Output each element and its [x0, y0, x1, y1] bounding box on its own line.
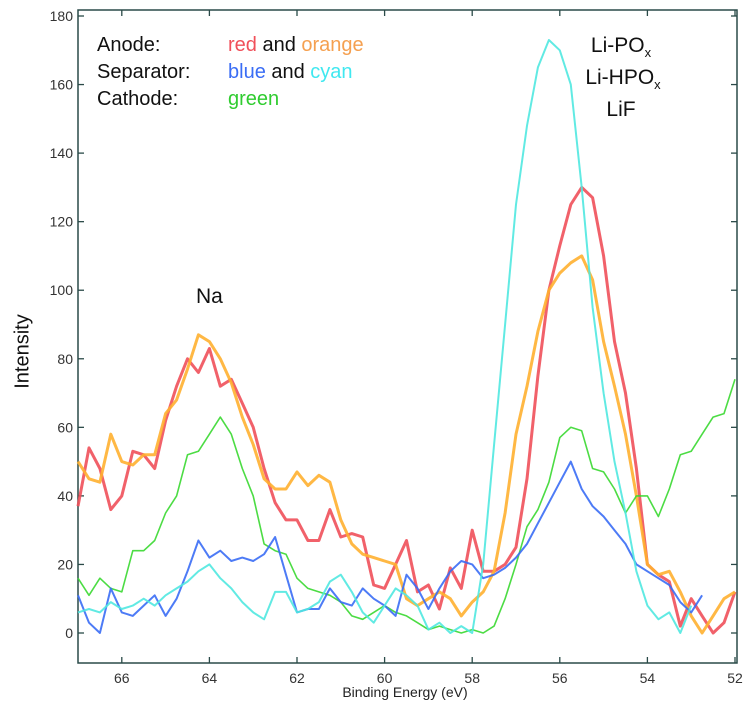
subscript-x: x [644, 45, 652, 61]
legend-label-anode: Anode: [97, 34, 161, 56]
y-tick-label: 80 [57, 351, 73, 367]
legend-colors-cathode: green [228, 88, 279, 111]
annotation-lif: LiF [606, 98, 636, 121]
x-tick-label: 60 [377, 670, 393, 686]
y-tick-label: 40 [57, 488, 73, 504]
annotation-li-pox-text: Li-PO [590, 34, 645, 57]
x-tick-label: 58 [464, 670, 480, 686]
series-line-separator-cyan [77, 39, 693, 634]
y-tick-label: 20 [57, 556, 73, 572]
legend-row-separator: Separator: [97, 61, 190, 84]
x-tick-label: 52 [727, 670, 743, 686]
legend-row-anode: Anode: [97, 34, 160, 57]
x-axis-label: Binding Energy (eV) [342, 684, 468, 700]
annotation-li-hpox-text: Li-HPO [585, 66, 655, 89]
subscript-x: x [654, 77, 661, 93]
y-tick-label: 160 [50, 77, 74, 93]
legend-row-cathode: Cathode: [97, 88, 178, 111]
x-tick-label: 64 [202, 670, 218, 686]
legend-label-separator: Separator: [97, 61, 191, 83]
legend-and: and [265, 61, 311, 83]
annotation-li-hpox: Li-HPOx [580, 66, 666, 92]
y-tick-label: 140 [50, 145, 74, 161]
annotation-na: Na [196, 285, 223, 308]
y-tick-label: 0 [65, 625, 73, 641]
legend-color-blue: blue [228, 61, 266, 83]
legend-color-cyan: cyan [310, 61, 353, 83]
series-line-anode-red [76, 185, 737, 635]
legend-color-orange: orange [301, 34, 364, 56]
y-tick-label: 60 [57, 419, 73, 435]
legend-color-red: red [228, 34, 257, 56]
y-tick-label: 100 [50, 282, 74, 298]
y-tick-label: 120 [50, 214, 74, 230]
x-tick-label: 66 [114, 670, 130, 686]
series-line-separator-blue [77, 460, 703, 634]
legend-colors-anode: red and orange [228, 34, 364, 57]
legend-color-green: green [228, 88, 280, 110]
legend-label-cathode: Cathode: [97, 88, 179, 110]
series-line-anode-orange [76, 254, 736, 635]
y-axis-label: Intensity [11, 314, 34, 389]
annotation-li-pox: Li-POx [590, 34, 652, 60]
x-tick-label: 54 [640, 670, 656, 686]
legend-colors-separator: blue and cyan [228, 61, 353, 84]
legend-and: and [256, 34, 302, 56]
x-tick-label: 62 [289, 670, 305, 686]
y-tick-label: 180 [50, 8, 74, 24]
plot-frame [77, 9, 738, 664]
x-tick-label: 56 [552, 670, 568, 686]
